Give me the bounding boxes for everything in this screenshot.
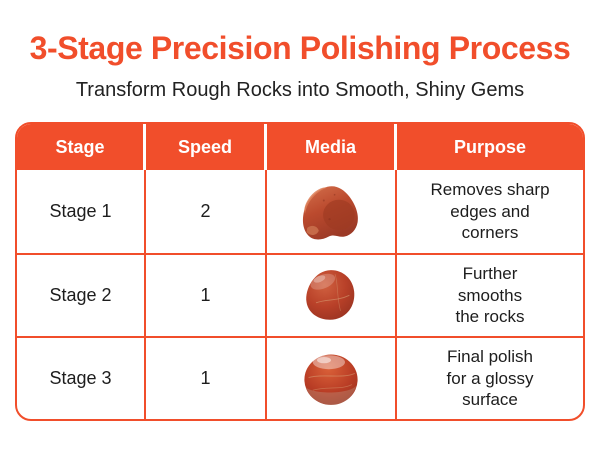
- purpose-cell: Final polish for a glossy surface: [397, 336, 583, 419]
- smooth-rock-image: [306, 269, 355, 320]
- stage-cell: Stage 2: [17, 253, 146, 336]
- table-header-row: Stage Speed Media Purpose: [17, 124, 583, 170]
- column-header-purpose: Purpose: [397, 124, 583, 170]
- media-cell: [267, 253, 397, 336]
- rough-rock-image: [302, 185, 358, 239]
- stage-cell: Stage 3: [17, 336, 146, 419]
- column-header-speed: Speed: [146, 124, 267, 170]
- polished-rock-image: [304, 354, 358, 405]
- table-row-stage-3: Stage 3 1: [17, 336, 583, 419]
- polishing-process-table: Stage Speed Media Purpose Stage 1 2: [15, 122, 585, 421]
- media-cell: [267, 336, 397, 419]
- table-row-stage-1: Stage 1 2: [17, 170, 583, 253]
- media-cell: [267, 170, 397, 253]
- purpose-cell: Further smooths the rocks: [397, 253, 583, 336]
- page-title: 3-Stage Precision Polishing Process: [29, 30, 571, 66]
- column-header-media: Media: [267, 124, 397, 170]
- speed-cell: 1: [146, 336, 267, 419]
- column-header-stage: Stage: [17, 124, 146, 170]
- stage-cell: Stage 1: [17, 170, 146, 253]
- speed-cell: 1: [146, 253, 267, 336]
- speed-cell: 2: [146, 170, 267, 253]
- table-row-stage-2: Stage 2 1: [17, 253, 583, 336]
- page-subtitle: Transform Rough Rocks into Smooth, Shiny…: [75, 79, 525, 101]
- purpose-cell: Removes sharp edges and corners: [430, 179, 550, 243]
